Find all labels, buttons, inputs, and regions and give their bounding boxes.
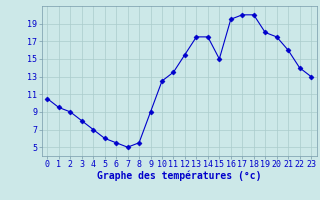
- X-axis label: Graphe des températures (°c): Graphe des températures (°c): [97, 171, 261, 181]
